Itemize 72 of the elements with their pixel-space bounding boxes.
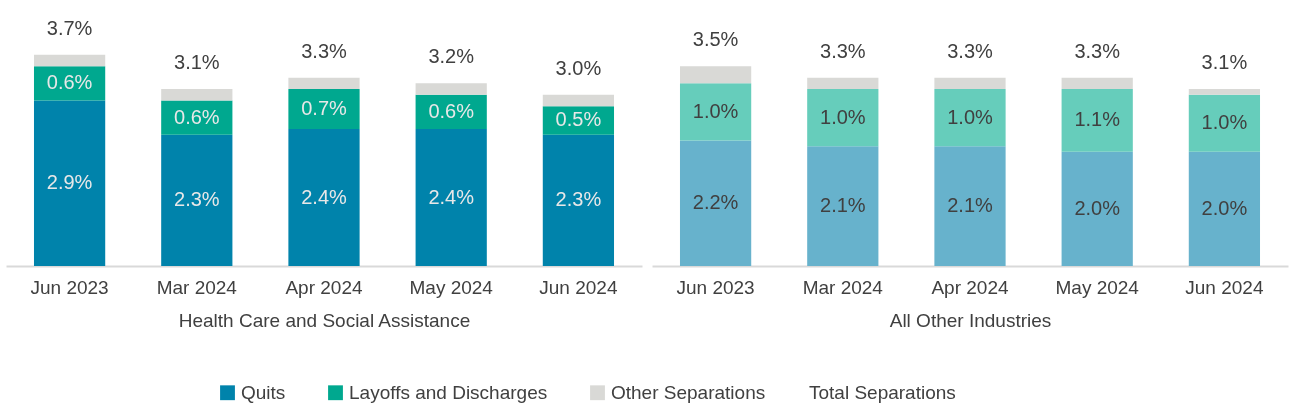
bar [415,83,487,95]
bar [807,77,879,90]
legend-title: Total Separations [809,382,956,403]
total-label: 3.5% [692,28,739,51]
bar [288,89,360,129]
data-label: 2.3% [174,188,220,211]
total-label: 3.3% [820,39,866,62]
bar [934,89,1006,147]
x-tick-label: Apr 2024 [931,276,1009,298]
legend-label: Quits [241,381,286,403]
bar [1061,151,1133,266]
bar [415,129,487,266]
data-label: 2.4% [301,185,348,208]
total-label: 3.1% [1201,51,1248,74]
x-tick-label: Jun 2023 [676,276,755,298]
data-label: 2.3% [555,188,602,211]
x-tick-label: Jun 2024 [1185,276,1264,298]
data-label: 1.0% [692,99,739,122]
bar [807,89,879,147]
x-tick-label: Mar 2024 [156,276,238,298]
data-label: 2.1% [947,194,994,217]
bar [1188,94,1261,152]
total-label: 3.3% [1074,39,1121,62]
bar [288,129,360,266]
total-label: 3.3% [301,39,348,62]
data-label: 1.1% [1074,108,1121,131]
total-label: 3.0% [555,56,602,79]
bar [33,100,106,266]
total-label: 3.3% [947,39,994,62]
data-label: 2.0% [1074,196,1121,219]
data-label: 2.4% [428,185,475,208]
bar [679,140,752,266]
bar [934,77,1006,90]
data-label: 0.6% [174,105,220,128]
bar [679,66,752,84]
data-label: 1.0% [947,105,994,128]
bar [1188,89,1261,95]
bar [542,94,615,107]
bar [161,134,233,266]
total-label: 3.2% [428,45,475,68]
bar [807,146,879,266]
bar [288,77,360,90]
data-label: 0.6% [46,71,93,94]
x-tick-label: Mar 2024 [802,276,884,298]
data-label: 2.2% [692,191,739,214]
bar [161,89,233,101]
x-axis-title: Health Care and Social Assistance [178,309,471,331]
data-label: 2.0% [1201,196,1248,219]
bar [1061,77,1133,90]
bar [1061,89,1133,152]
bar [934,146,1006,266]
x-tick-label: Jun 2023 [30,276,109,298]
data-label: 1.0% [820,105,866,128]
data-label: 0.6% [428,99,475,122]
data-label: 1.0% [1201,111,1248,134]
data-label: 2.9% [46,171,93,194]
bar [679,83,752,141]
data-label: 0.5% [555,108,602,131]
x-tick-label: May 2024 [1055,276,1140,298]
data-label: 0.7% [301,97,348,120]
bar [33,54,106,67]
x-tick-label: May 2024 [409,276,494,298]
bar [542,134,615,266]
bar [1188,151,1261,266]
x-tick-label: Jun 2024 [539,276,618,298]
x-tick-label: Apr 2024 [285,276,363,298]
legend-label: Other Separations [611,381,766,403]
x-axis-title: All Other Industries [889,309,1052,331]
total-label: 3.1% [174,51,220,74]
legend-label: Layoffs and Discharges [349,381,548,403]
data-label: 2.1% [820,194,866,217]
total-label: 3.7% [46,16,93,39]
